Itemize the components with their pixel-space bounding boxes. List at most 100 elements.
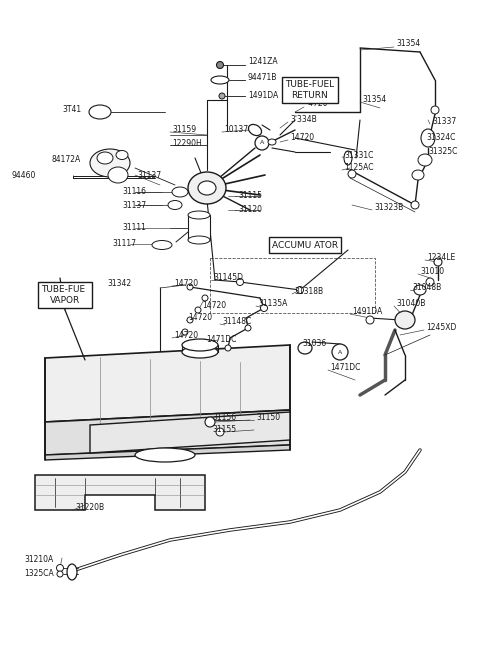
Text: 31040B: 31040B [396, 300, 425, 309]
Text: 31048B: 31048B [412, 284, 441, 292]
Ellipse shape [89, 105, 111, 119]
Ellipse shape [172, 187, 188, 197]
Circle shape [431, 106, 439, 114]
Text: 1471DC: 1471DC [330, 363, 360, 373]
Polygon shape [45, 345, 290, 422]
Text: 31324C: 31324C [426, 133, 456, 141]
Circle shape [182, 329, 188, 335]
Text: A: A [260, 141, 264, 145]
Text: 31148C: 31148C [222, 317, 251, 327]
Text: 31010: 31010 [420, 267, 444, 277]
Text: 31323B: 31323B [374, 204, 403, 212]
Ellipse shape [116, 150, 128, 160]
Ellipse shape [211, 76, 229, 84]
Text: 14720: 14720 [290, 133, 314, 143]
Text: 31354: 31354 [396, 39, 420, 49]
Text: '4720: '4720 [306, 99, 327, 108]
Ellipse shape [188, 236, 210, 244]
Bar [210, 258, 375, 313]
Text: 94460: 94460 [12, 171, 36, 181]
Circle shape [216, 428, 224, 436]
Polygon shape [90, 412, 290, 453]
Circle shape [202, 295, 208, 301]
Ellipse shape [182, 339, 218, 351]
Circle shape [261, 304, 267, 311]
Text: TUBE-FUE 
VAPOR: TUBE-FUE VAPOR [41, 285, 88, 305]
Circle shape [225, 345, 231, 351]
Text: 14720: 14720 [202, 300, 226, 309]
Text: 31155: 31155 [212, 426, 236, 434]
Text: 12290H: 12290H [172, 139, 202, 148]
Text: 3'334B: 3'334B [290, 114, 317, 124]
Text: A: A [338, 350, 342, 355]
Polygon shape [45, 445, 290, 460]
Ellipse shape [421, 129, 435, 147]
Circle shape [332, 344, 348, 360]
Text: 31116: 31116 [122, 187, 146, 196]
Ellipse shape [152, 240, 172, 250]
Bar [188, 215, 210, 240]
Ellipse shape [182, 346, 218, 358]
Ellipse shape [188, 172, 226, 204]
Polygon shape [45, 410, 290, 455]
Text: 1325CA: 1325CA [24, 568, 54, 578]
Text: 31354: 31354 [362, 95, 386, 104]
Text: 84172A: 84172A [52, 156, 81, 164]
Text: 1125AC: 1125AC [344, 164, 373, 173]
Text: 1471DC: 1471DC [206, 336, 236, 344]
Circle shape [366, 316, 374, 324]
Text: 31318B: 31318B [294, 288, 323, 296]
Ellipse shape [198, 181, 216, 195]
Ellipse shape [168, 200, 182, 210]
Polygon shape [35, 475, 205, 510]
Text: TUBE-FUEL
RETURN: TUBE-FUEL RETURN [286, 80, 335, 100]
Text: 1491DA: 1491DA [352, 307, 382, 317]
Ellipse shape [188, 211, 210, 219]
Circle shape [187, 284, 193, 290]
Ellipse shape [344, 151, 352, 165]
Ellipse shape [268, 139, 276, 145]
Text: 31137: 31137 [122, 200, 146, 210]
Circle shape [57, 564, 63, 572]
Text: 1245XD: 1245XD [426, 323, 456, 332]
Text: 31137: 31137 [137, 171, 161, 179]
Circle shape [219, 93, 225, 99]
Ellipse shape [298, 342, 312, 354]
Circle shape [348, 170, 356, 178]
Text: 31115: 31115 [238, 191, 262, 200]
Text: 10137: 10137 [224, 125, 248, 135]
Text: 31036: 31036 [302, 340, 326, 348]
Text: 3T41: 3T41 [62, 106, 81, 114]
Text: 31117: 31117 [112, 240, 136, 248]
Text: 1234LE: 1234LE [427, 254, 455, 263]
Ellipse shape [97, 152, 113, 164]
Text: 14720: 14720 [174, 279, 198, 288]
Text: 14720: 14720 [174, 332, 198, 340]
Text: 14720: 14720 [188, 313, 212, 323]
Circle shape [237, 279, 243, 286]
Circle shape [411, 201, 419, 209]
Text: 31156: 31156 [212, 413, 236, 422]
Text: 31135A: 31135A [258, 300, 288, 309]
Circle shape [426, 278, 434, 286]
Ellipse shape [418, 154, 432, 166]
Text: 31145D: 31145D [213, 273, 243, 283]
Text: 94471B: 94471B [248, 74, 277, 83]
Ellipse shape [135, 448, 195, 462]
Circle shape [187, 317, 193, 323]
Circle shape [297, 286, 303, 294]
Circle shape [57, 571, 63, 577]
Text: 31220B: 31220B [75, 503, 104, 512]
Text: 31111: 31111 [122, 223, 146, 233]
Text: 31342: 31342 [107, 279, 131, 288]
Text: ACCUMU ATOR: ACCUMU ATOR [272, 240, 338, 250]
Circle shape [255, 136, 269, 150]
Ellipse shape [412, 170, 424, 180]
Ellipse shape [414, 285, 426, 295]
Text: 1241ZA: 1241ZA [248, 58, 277, 66]
Text: 1491DA: 1491DA [248, 91, 278, 99]
Text: 31337: 31337 [432, 118, 456, 127]
Text: 31331C: 31331C [344, 150, 373, 160]
Circle shape [195, 307, 201, 313]
Circle shape [245, 325, 251, 331]
